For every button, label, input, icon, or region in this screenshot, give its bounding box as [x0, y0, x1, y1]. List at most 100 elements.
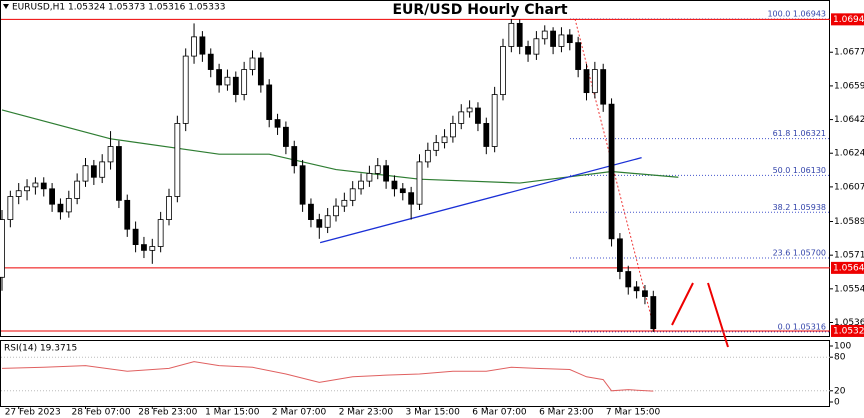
- candle-body: [516, 22, 523, 47]
- candle-body: [65, 198, 72, 213]
- candle-body: [525, 46, 531, 55]
- rsi-title: RSI(14) 19.3715: [4, 344, 77, 354]
- candle-body: [216, 69, 223, 86]
- level-box: [831, 261, 864, 274]
- candle-body: [541, 30, 548, 40]
- rsi-tick-label: 80: [834, 353, 846, 363]
- candle-body: [141, 244, 147, 251]
- candle-body: [366, 173, 373, 182]
- candle-body: [107, 146, 114, 163]
- y-tick-label: 1.05365: [834, 318, 864, 328]
- candle-body: [566, 34, 573, 44]
- candle-body: [174, 123, 181, 197]
- fib-label: 0.0 1.05316: [778, 322, 826, 331]
- candle-body: [40, 182, 47, 190]
- candle-body: [149, 246, 156, 251]
- candle-body: [358, 180, 364, 190]
- level-label: 1.05321: [833, 326, 864, 336]
- candle-body: [575, 42, 582, 70]
- candle-body: [333, 205, 339, 217]
- rsi-frame: [0, 340, 830, 407]
- candle-body: [633, 286, 640, 292]
- main-frame: [0, 0, 830, 337]
- candle-body: [15, 190, 22, 197]
- candle-body: [449, 123, 456, 138]
- level-label: 1.05649: [833, 263, 864, 273]
- x-tick-label: 1 Mar 15:00: [205, 408, 260, 418]
- trend-line: [319, 157, 642, 244]
- candle-body: [24, 186, 30, 192]
- candle-body: [232, 76, 239, 95]
- candle-body: [533, 38, 540, 55]
- candle-body: [550, 30, 556, 47]
- y-tick-label: 1.06770: [834, 48, 864, 58]
- y-tick-label: 1.06595: [834, 81, 864, 91]
- candle-body: [491, 94, 498, 147]
- x-tick-label: 2 Mar 23:00: [339, 408, 394, 418]
- candle-body: [157, 219, 164, 247]
- candle-body: [266, 84, 273, 120]
- projection-arrow: [671, 282, 729, 348]
- candle-body: [374, 165, 381, 174]
- chart-title: EUR/USD Hourly Chart: [392, 2, 567, 18]
- y-tick-label: 1.06245: [834, 149, 864, 159]
- candle-body: [433, 142, 440, 151]
- candle-body: [299, 165, 306, 205]
- candle-body: [483, 123, 490, 147]
- fib-label: 38.2 1.05938: [773, 203, 826, 212]
- candle-body: [558, 34, 565, 47]
- x-tick-label: 6 Mar 07:00: [472, 408, 527, 418]
- y-tick-label: 1.06070: [834, 182, 864, 192]
- candle-body: [99, 161, 106, 178]
- candle-body: [458, 111, 465, 124]
- symbol-header: EURUSD,H1 1.05324 1.05373 1.05316 1.0533…: [12, 3, 225, 13]
- y-tick-label: 1.05715: [834, 251, 864, 261]
- rsi-tick-label: 20: [834, 386, 846, 396]
- y-tick-label: 1.06420: [834, 115, 864, 125]
- candle-body: [349, 188, 356, 201]
- level-box: [831, 324, 864, 337]
- candle-body: [224, 76, 231, 86]
- candle-body: [500, 46, 506, 95]
- candle-body: [475, 107, 481, 124]
- x-tick-label: 27 Feb 2023: [5, 408, 61, 418]
- candle-body: [182, 55, 189, 124]
- candle-body: [608, 103, 615, 240]
- candle-body: [191, 36, 197, 57]
- fib-label: 50.0 1.06130: [773, 166, 826, 175]
- x-tick-label: 2 Mar 07:00: [272, 408, 327, 418]
- candle-body: [0, 219, 5, 278]
- candle-body: [207, 53, 214, 70]
- x-tick-label: 3 Mar 15:00: [406, 408, 461, 418]
- candle-body: [600, 69, 607, 105]
- candle-body: [241, 69, 248, 95]
- fib-label: 23.6 1.05700: [773, 249, 826, 258]
- candle-body: [617, 238, 623, 272]
- candle-body: [466, 107, 473, 113]
- y-tick-label: 1.05540: [834, 284, 864, 294]
- candle-body: [199, 36, 206, 55]
- fib-label: 61.8 1.06321: [773, 129, 826, 138]
- x-tick-label: 28 Feb 23:00: [138, 408, 197, 418]
- fib-label: 100.0 1.06943: [767, 9, 826, 18]
- candle-body: [625, 271, 632, 288]
- candle-body: [508, 22, 515, 47]
- candle-body: [583, 69, 590, 94]
- menu-icon: [3, 4, 9, 9]
- x-tick-label: 7 Mar 15:00: [606, 408, 661, 418]
- candle-body: [124, 199, 131, 230]
- candle-body: [282, 126, 289, 147]
- candle-body: [591, 69, 598, 94]
- candle-body: [308, 203, 314, 220]
- candle-body: [383, 165, 390, 182]
- candle-body: [408, 192, 415, 205]
- x-tick-label: 6 Mar 23:00: [539, 408, 594, 418]
- candle-body: [57, 203, 64, 213]
- moving-average: [1, 109, 679, 184]
- candle-body: [166, 196, 172, 220]
- candle-body: [291, 146, 298, 167]
- candle-body: [341, 199, 348, 207]
